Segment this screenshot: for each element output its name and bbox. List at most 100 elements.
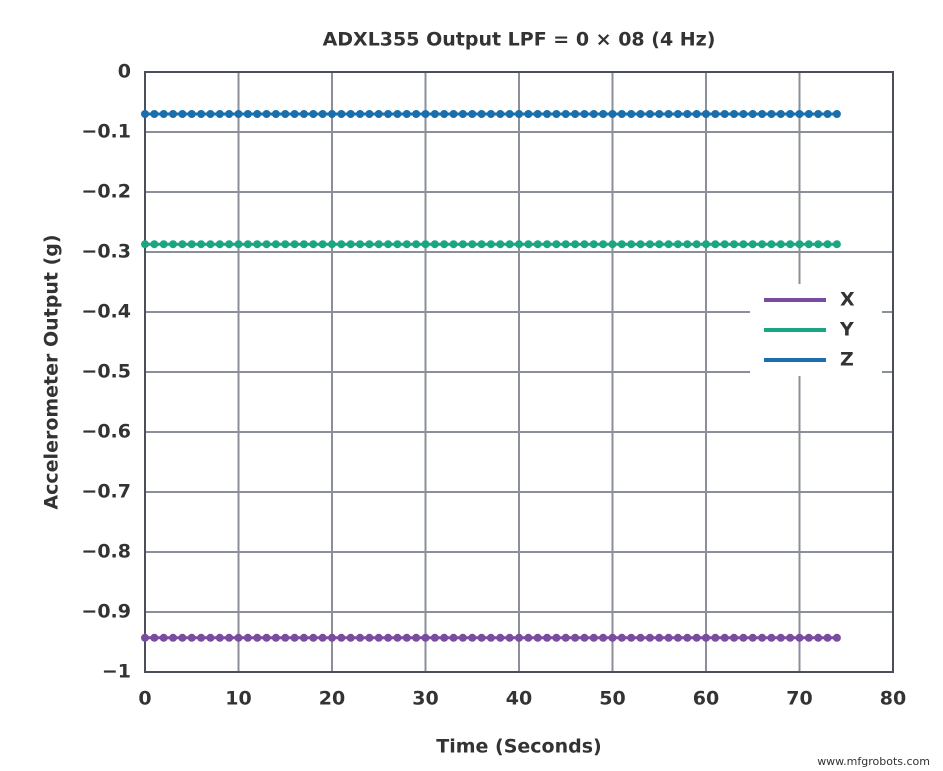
data-point	[486, 240, 495, 249]
data-point	[290, 240, 299, 249]
data-point	[393, 240, 402, 249]
data-point	[795, 110, 804, 118]
data-point	[150, 240, 159, 249]
data-point	[823, 633, 832, 642]
data-point	[580, 240, 589, 249]
y-tick-label: 0	[118, 61, 131, 83]
data-point	[608, 240, 617, 249]
data-point	[318, 240, 327, 249]
data-point	[234, 240, 243, 249]
data-point	[589, 110, 598, 118]
x-axis-label: Time (Seconds)	[436, 736, 601, 758]
data-point	[178, 240, 187, 249]
data-point	[823, 240, 832, 249]
data-point	[776, 240, 785, 249]
data-point	[795, 240, 804, 249]
data-point	[309, 240, 318, 249]
data-point	[533, 633, 542, 642]
data-point	[720, 110, 729, 118]
data-point	[169, 110, 178, 118]
data-point	[412, 240, 421, 249]
data-point	[318, 633, 327, 642]
y-tick-label: −0.4	[81, 301, 131, 323]
data-point	[234, 110, 243, 118]
legend-label: Z	[840, 349, 854, 371]
data-point	[580, 110, 589, 118]
data-point	[636, 633, 645, 642]
watermark: www.mfgrobots.com	[817, 755, 930, 768]
data-point	[215, 110, 224, 118]
data-point	[636, 240, 645, 249]
data-point	[515, 110, 523, 118]
data-point	[515, 633, 523, 642]
data-point	[337, 110, 346, 118]
y-tick-label: −0.1	[81, 121, 131, 143]
x-tick-label: 60	[693, 688, 719, 710]
data-point	[645, 110, 654, 118]
data-point	[739, 240, 748, 249]
data-point	[412, 633, 421, 642]
data-point	[243, 110, 252, 118]
data-point	[253, 110, 262, 118]
data-point	[290, 633, 299, 642]
data-point	[711, 633, 720, 642]
data-point	[814, 110, 823, 118]
data-point	[645, 240, 654, 249]
data-point	[318, 110, 327, 118]
data-point	[748, 240, 757, 249]
data-point	[225, 633, 234, 642]
data-point	[421, 110, 430, 118]
data-point	[804, 240, 813, 249]
data-point	[832, 633, 841, 642]
data-point	[730, 240, 739, 249]
data-point	[832, 110, 841, 118]
data-point	[440, 110, 449, 118]
data-point	[281, 110, 290, 118]
data-point	[552, 633, 561, 642]
data-point	[449, 240, 458, 249]
data-point	[402, 240, 411, 249]
data-point	[384, 633, 393, 642]
data-point	[187, 110, 196, 118]
data-point	[702, 110, 710, 118]
data-point	[524, 240, 533, 249]
data-point	[739, 110, 748, 118]
data-point	[739, 633, 748, 642]
data-point	[730, 110, 739, 118]
x-tick-label: 70	[786, 688, 812, 710]
data-point	[683, 633, 692, 642]
data-point	[683, 240, 692, 249]
data-point	[253, 240, 262, 249]
y-tick-label: −0.7	[81, 481, 131, 503]
data-point	[299, 240, 308, 249]
data-point	[141, 633, 149, 642]
data-point	[795, 633, 804, 642]
data-point	[748, 110, 757, 118]
data-point	[150, 110, 159, 118]
data-point	[365, 240, 374, 249]
data-point	[337, 633, 346, 642]
data-point	[477, 633, 486, 642]
data-point	[440, 240, 449, 249]
data-point	[673, 240, 682, 249]
data-point	[243, 633, 252, 642]
data-point	[561, 633, 570, 642]
x-tick-label: 10	[225, 688, 251, 710]
data-point	[748, 633, 757, 642]
data-point	[346, 633, 355, 642]
data-point	[673, 110, 682, 118]
data-point	[384, 110, 393, 118]
data-point	[804, 110, 813, 118]
data-point	[543, 633, 552, 642]
data-point	[692, 110, 701, 118]
data-point	[533, 240, 542, 249]
data-point	[505, 240, 514, 249]
data-point	[496, 240, 505, 249]
data-point	[711, 240, 720, 249]
x-tick-label: 40	[506, 688, 532, 710]
data-point	[561, 240, 570, 249]
data-point	[720, 633, 729, 642]
data-point	[197, 240, 206, 249]
data-point	[365, 633, 374, 642]
